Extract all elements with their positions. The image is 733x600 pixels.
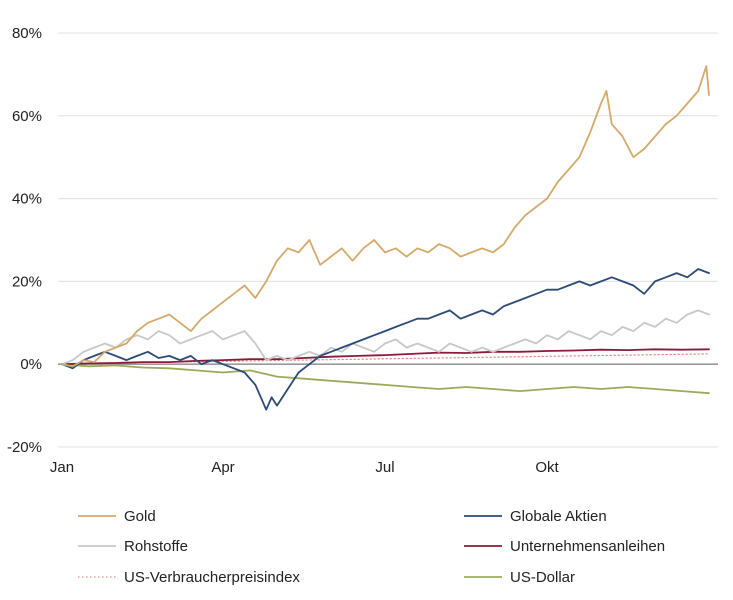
y-tick-label: -20%: [7, 439, 42, 456]
y-tick-label: 0%: [20, 356, 42, 373]
series-layer: [61, 65, 710, 411]
y-tick-label: 20%: [12, 273, 42, 290]
series-line-rohstoffe: [61, 309, 710, 366]
legend-label: Globale Aktien: [510, 508, 607, 525]
legend-item: Globale Aktien: [464, 508, 607, 525]
y-tick-label: 40%: [12, 191, 42, 208]
axis-layer: 80% 60% 40% 20% 0% -20% Jan Apr Jul Okt: [7, 25, 560, 476]
legend-item: Rohstoffe: [78, 538, 188, 555]
series-line-globale-aktien: [61, 268, 710, 411]
x-tick-label: Apr: [211, 459, 234, 476]
legend-label: Rohstoffe: [124, 538, 188, 555]
y-tick-label: 60%: [12, 108, 42, 125]
legend-item: US-Dollar: [464, 569, 575, 586]
y-tick-label: 80%: [12, 25, 42, 42]
legend-label: US-Verbraucherpreisindex: [124, 569, 300, 586]
legend-item: Gold: [78, 508, 156, 525]
series-line-unternehmensanleihen: [61, 348, 710, 366]
legend-label: Unternehmensanleihen: [510, 538, 665, 555]
x-tick-label: Okt: [535, 459, 559, 476]
legend-item: US-Verbraucherpreisindex: [78, 569, 300, 586]
legend-label: Gold: [124, 508, 156, 525]
x-tick-label: Jul: [375, 459, 394, 476]
series-line-gold: [61, 65, 710, 368]
legend: Gold Globale Aktien Rohstoffe Unternehmensa…: [78, 508, 665, 586]
legend-item: Unternehmensanleihen: [464, 538, 665, 555]
x-tick-label: Jan: [50, 459, 74, 476]
legend-label: US-Dollar: [510, 569, 575, 586]
grid-layer: [58, 32, 718, 448]
series-line-us-dollar: [61, 363, 710, 395]
